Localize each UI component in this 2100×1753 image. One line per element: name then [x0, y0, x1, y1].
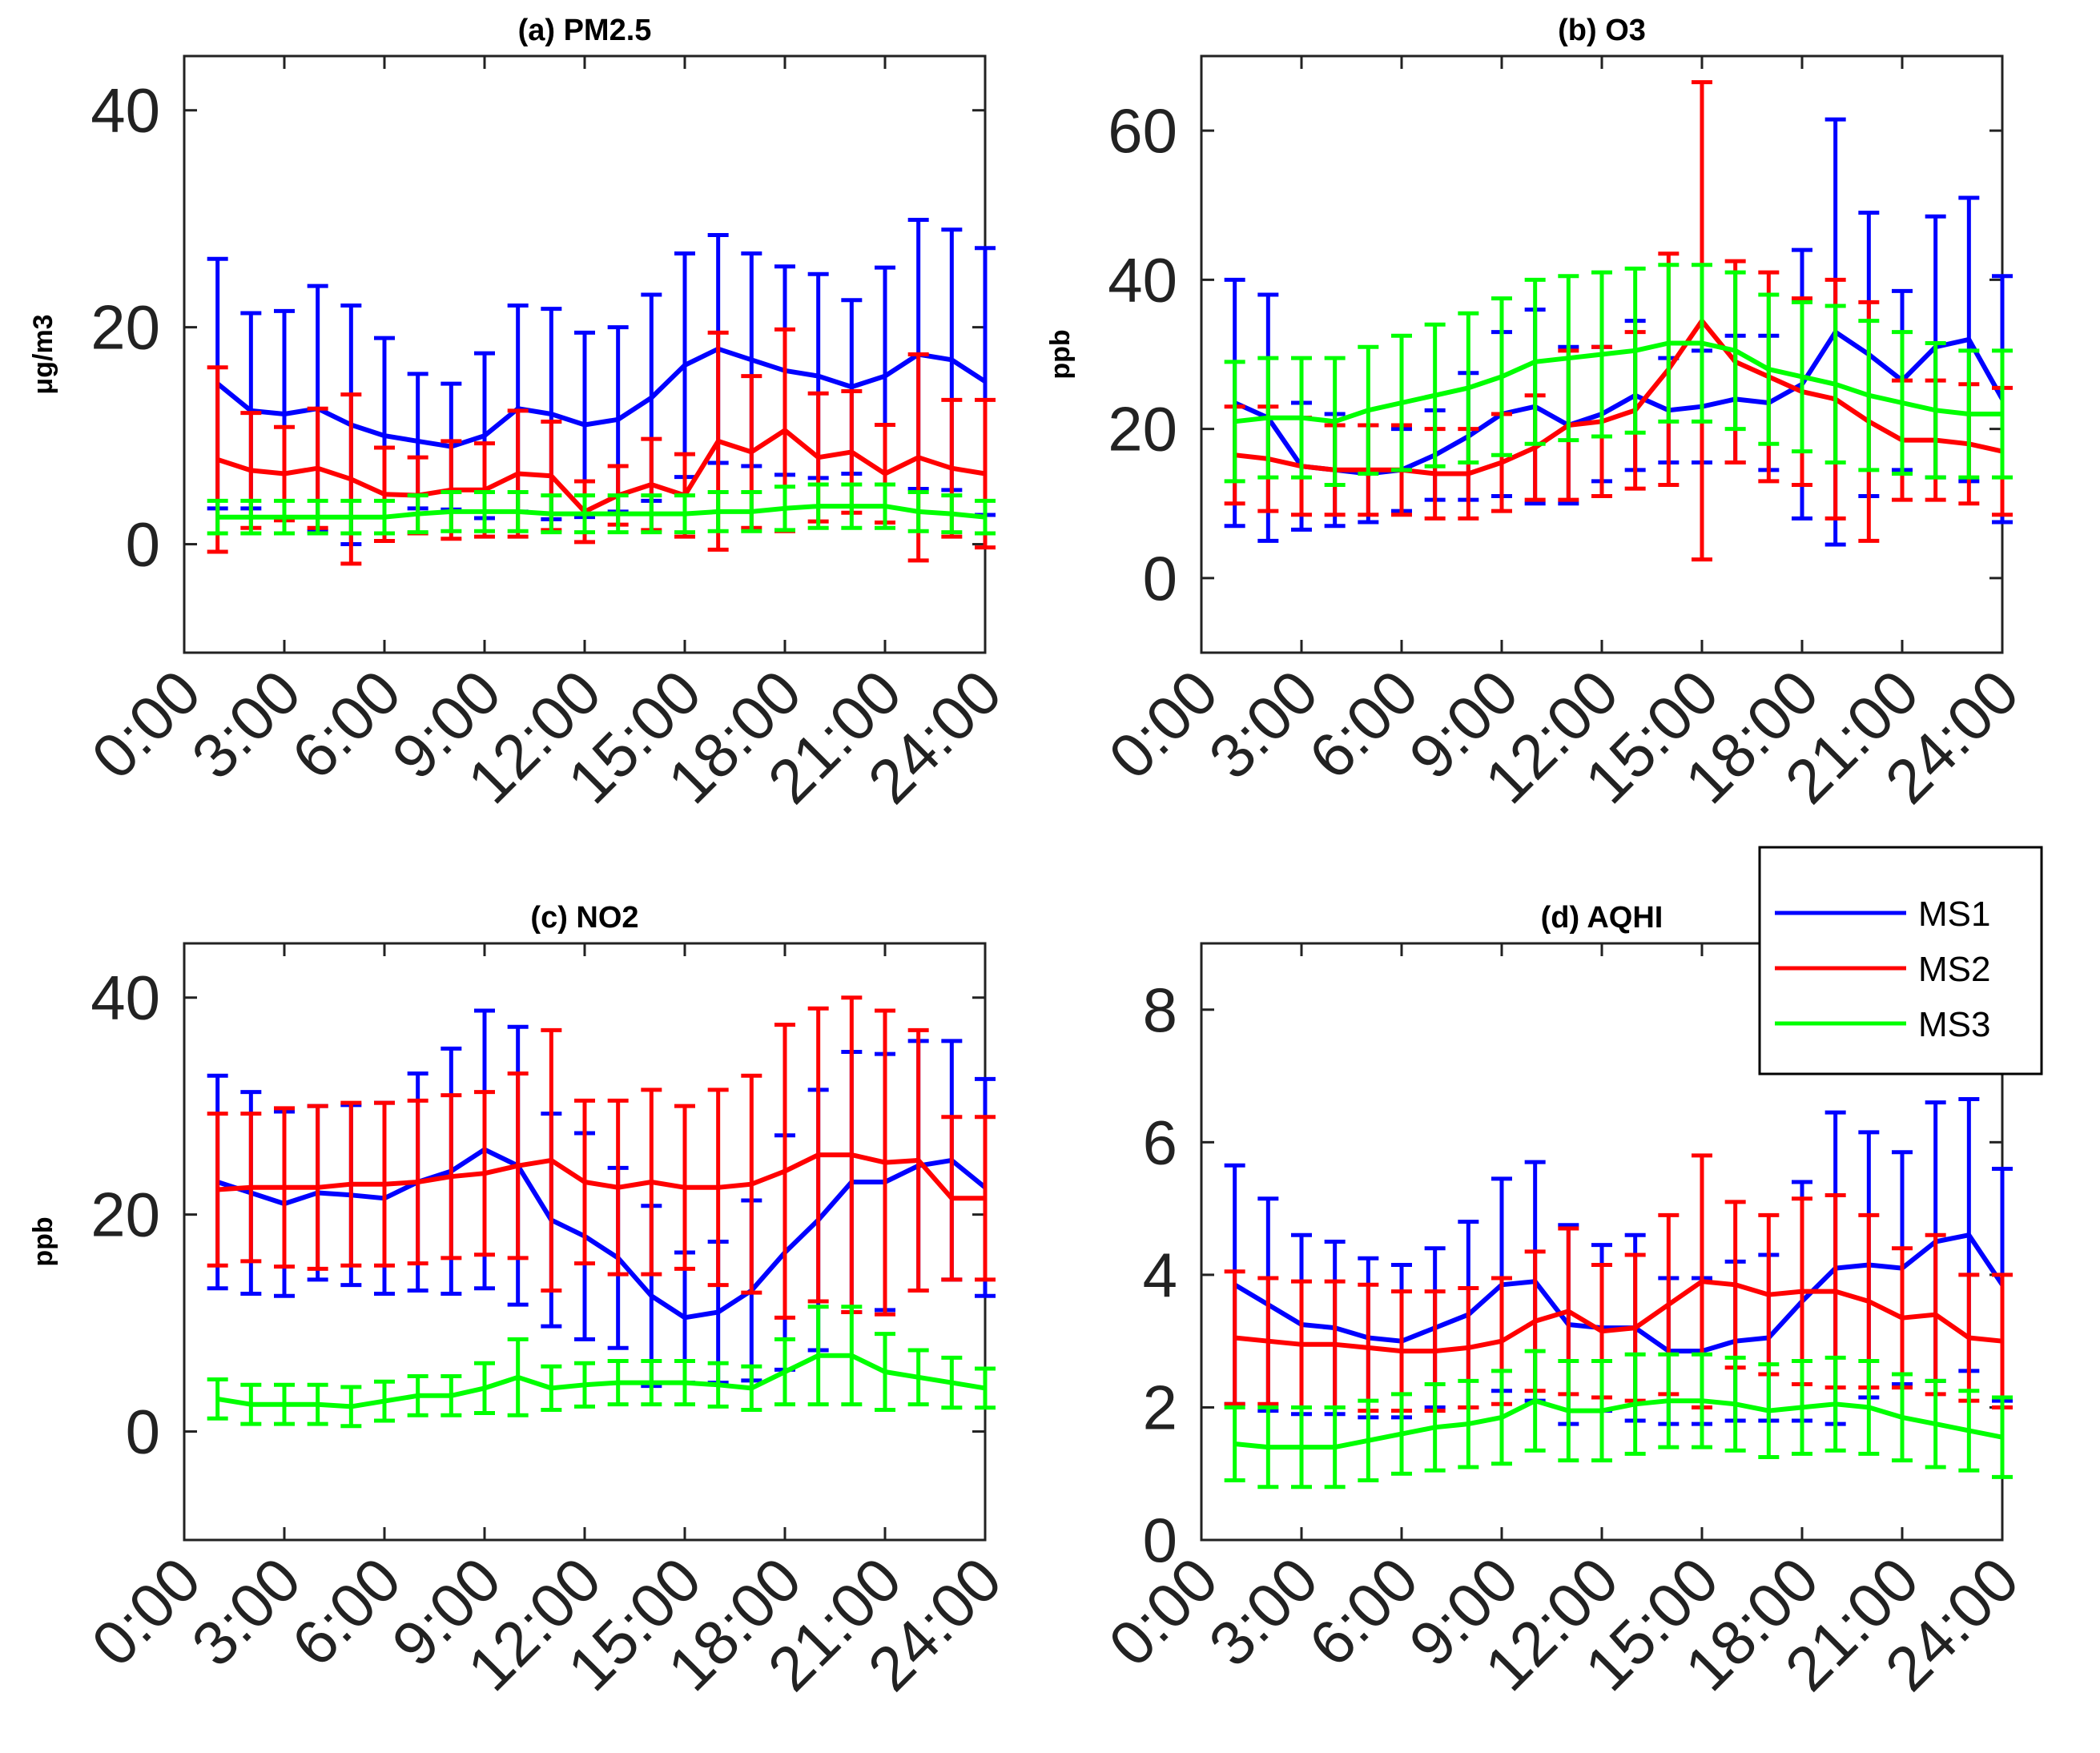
p3-ytick-label-3: 6: [1143, 1107, 1177, 1177]
p3-series-ms3: [1224, 1349, 2013, 1490]
p2-xtick-label-1: 3:00: [178, 1544, 314, 1680]
p3-ytick-label-4: 8: [1143, 975, 1177, 1045]
p2-ms2-line: [217, 1152, 985, 1201]
p0-xtick-label-2: 6:00: [278, 657, 414, 793]
p2-ytick-label-1: 20: [91, 1180, 160, 1250]
panel-pm25: (a) PM2.5μg/m3020400:003:006:009:0012:00…: [28, 14, 1015, 817]
p1-xtick-label-0: 0:00: [1095, 657, 1231, 793]
p1-ytick-label-1: 20: [1108, 394, 1177, 464]
p0-title: (a) PM2.5: [518, 14, 652, 47]
p0-ms2-line: [216, 428, 986, 514]
p1-xtick-label-1: 3:00: [1195, 657, 1331, 793]
p2-ytick-label-2: 40: [91, 963, 160, 1033]
p0-ytick-label-1: 20: [91, 292, 160, 363]
p0-ms3-line: [217, 504, 986, 520]
legend-label-ms2: MS2: [1918, 950, 1990, 989]
p2-xtick-label-2: 6:00: [278, 1544, 414, 1680]
p1-ms2-line: [1234, 318, 2003, 476]
p2-ylabel: ppb: [28, 1216, 58, 1266]
legend-box: [1758, 846, 2043, 1076]
p2-xtick-label-0: 0:00: [78, 1544, 214, 1680]
p0-xtick-label-1: 3:00: [178, 657, 314, 793]
legend: MS1 MS2 MS3: [1758, 846, 2043, 1076]
p0-ms1-line: [215, 346, 987, 449]
p2-series-ms2: [207, 995, 996, 1320]
p2-ms3-line: [217, 1353, 986, 1409]
p3-title: (d) AQHI: [1541, 901, 1664, 935]
p3-ms2-line: [1234, 1279, 2003, 1354]
p1-title: (b) O3: [1558, 14, 1646, 47]
p0-xtick-label-0: 0:00: [78, 657, 214, 793]
p3-ytick-label-2: 4: [1143, 1240, 1177, 1310]
p2-ytick-label-0: 0: [126, 1397, 160, 1467]
legend-label-ms3: MS3: [1918, 1005, 1990, 1044]
p3-xtick-label-0: 0:00: [1095, 1544, 1231, 1680]
p1-series-ms3: [1224, 263, 2013, 487]
p1-ylabel: ppb: [1045, 329, 1076, 379]
p1-ms3-line: [1234, 340, 2002, 424]
p3-ytick-label-1: 2: [1143, 1372, 1177, 1442]
p3-ytick-label-0: 0: [1143, 1505, 1177, 1575]
p0-ytick-label-0: 0: [126, 509, 160, 580]
p0-series-ms3: [207, 482, 996, 536]
p2-ms1-line: [216, 1147, 987, 1321]
p1-xtick-label-2: 6:00: [1295, 657, 1431, 793]
panel-o3: (b) O3ppb02040600:003:006:009:0012:0015:…: [1045, 14, 2032, 817]
p1-ytick-label-2: 40: [1108, 244, 1177, 315]
p3-ms3-line: [1234, 1398, 2003, 1450]
p3-xtick-label-1: 3:00: [1195, 1544, 1331, 1680]
p0-ylabel: μg/m3: [28, 314, 58, 394]
legend-label-ms1: MS1: [1918, 895, 1990, 934]
p1-ytick-label-0: 0: [1143, 543, 1177, 613]
p0-ytick-label-2: 40: [91, 75, 160, 146]
p1-ytick-label-3: 60: [1108, 95, 1177, 166]
p2-series-ms3: [207, 1305, 996, 1429]
panel-no2: (c) NO2ppb020400:003:006:009:0012:0015:0…: [28, 901, 1015, 1704]
p2-title: (c) NO2: [530, 901, 638, 935]
p3-xtick-label-2: 6:00: [1295, 1544, 1431, 1680]
